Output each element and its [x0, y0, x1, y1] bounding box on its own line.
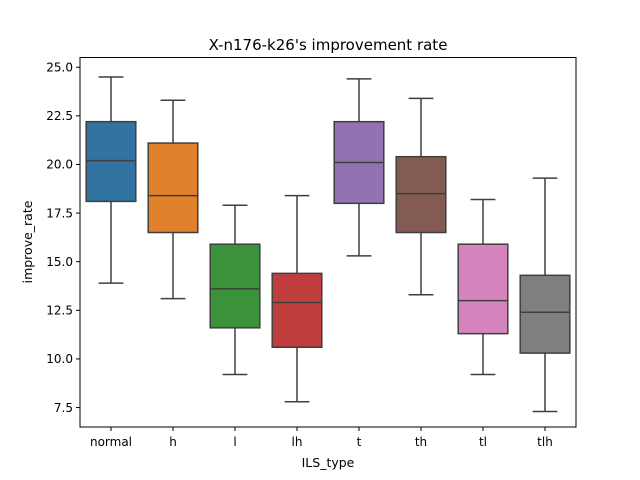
- x-tick-label: tl: [479, 435, 487, 449]
- x-tick-label: tlh: [537, 435, 553, 449]
- iqr-box: [457, 243, 509, 335]
- iqr-box: [519, 274, 571, 354]
- box-normal: [85, 76, 137, 284]
- box-th: [395, 97, 447, 296]
- y-tick-label: 20.0: [46, 158, 73, 172]
- y-axis-label: improve_rate: [20, 200, 35, 283]
- box-tl: [457, 198, 509, 376]
- plot-area: [85, 76, 571, 413]
- plot-frame: [79, 57, 577, 428]
- y-axis: 7.5 10.0 12.5 15.0 17.5 20.0 22.5 25.0: [46, 60, 80, 415]
- box-l: [209, 204, 261, 376]
- x-axis: normal h l lh t th tl tlh: [90, 427, 553, 449]
- x-tick-label: lh: [292, 435, 303, 449]
- x-tick-label: th: [415, 435, 427, 449]
- iqr-box: [395, 155, 447, 234]
- y-tick-label: 25.0: [46, 60, 73, 74]
- chart-title: X-n176-k26's improvement rate: [209, 36, 448, 54]
- y-tick-label: 12.5: [46, 304, 73, 318]
- box-tlh: [519, 177, 571, 413]
- y-tick-label: 10.0: [46, 352, 73, 366]
- x-tick-label: normal: [90, 435, 132, 449]
- x-tick-label: h: [169, 435, 177, 449]
- x-tick-label: l: [233, 435, 236, 449]
- y-tick-label: 17.5: [46, 206, 73, 220]
- iqr-box: [271, 272, 323, 349]
- iqr-box: [147, 142, 199, 234]
- box-lh: [271, 194, 323, 403]
- y-tick-label: 15.0: [46, 255, 73, 269]
- y-tick-label: 7.5: [54, 401, 73, 415]
- y-tick-label: 22.5: [46, 109, 73, 123]
- x-tick-label: t: [357, 435, 362, 449]
- iqr-box: [209, 243, 261, 329]
- iqr-box: [85, 120, 137, 203]
- x-axis-label: ILS_type: [302, 455, 355, 470]
- box-h: [147, 99, 199, 300]
- box-t: [333, 78, 385, 257]
